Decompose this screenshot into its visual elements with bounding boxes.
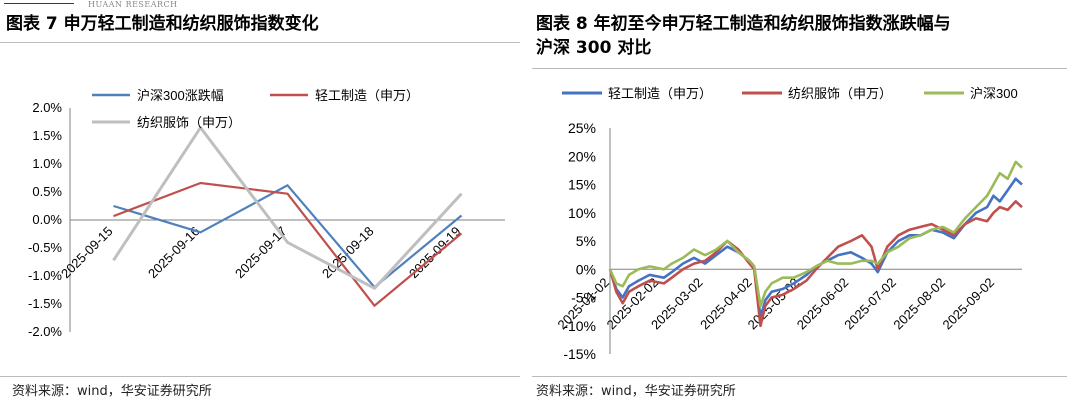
legend-label-2: 纺织服饰（申万） [137,115,241,130]
y-tick-label: 0% [576,261,596,277]
x-tick-label: 2025-07-02 [841,275,899,333]
left-figure-panel: HUAAN RESEARCH 图表 7 申万轻工制造和纺织服饰指数变化 2.0%… [0,0,520,406]
y-tick-label: 1.5% [32,128,62,143]
y-tick-label: 0.0% [32,212,62,227]
legend-label-0: 轻工制造（申万） [608,86,712,101]
figure-8-title-line2: 沪深 300 对比 [536,38,652,58]
legend-label-1: 纺织服饰（申万） [788,86,892,101]
series-line-1 [113,181,463,307]
y-tick-label: 20% [568,148,596,164]
y-tick-label: 10% [568,205,596,221]
legend-label-2: 沪深300 [970,86,1018,101]
x-tick-label: 2025-09-16 [145,224,203,282]
x-tick-label: 2025-08-02 [890,275,948,333]
y-tick-label: 2.0% [32,100,62,115]
series-line-0 [113,184,463,289]
legend-label-1: 轻工制造（申万） [315,88,419,103]
y-tick-label: -5% [571,290,596,306]
legend-label-0: 沪深300涨跌幅 [137,88,224,103]
y-tick-label: -10% [563,318,596,334]
x-tick-label: 2025-09-02 [940,275,998,333]
series-line-2 [112,126,463,290]
series-line-1 [608,200,1023,328]
y-tick-label: -2.0% [28,324,62,339]
series-line-0 [608,177,1023,319]
y-tick-label: 5% [576,233,596,249]
brand-wordmark: HUAAN RESEARCH [88,0,178,9]
brand-accent-line [4,3,74,4]
ytd-change-line-chart: 25%20%15%10%5%0%-5%-10%-15%2025-01-02202… [554,86,1023,362]
y-tick-label: 1.0% [32,156,62,171]
y-tick-label: -1.0% [28,268,62,283]
source-divider [0,376,520,377]
figure-8-title: 图表 8 年初至今申万轻工制造和纺织服饰指数涨跌幅与 沪深 300 对比 [536,12,1061,60]
figure-7-title: 图表 7 申万轻工制造和纺织服饰指数变化 [6,14,319,34]
title-divider [532,68,1067,69]
y-tick-label: -0.5% [28,240,62,255]
title-divider [0,42,520,43]
daily-change-line-chart: 2.0% 1.5% 1.0% 0.5% 0.0% -0.5% -1.0% -1.5% -2.0%… [28,88,505,339]
y-tick-label: 15% [568,177,596,193]
series-line-2 [608,160,1023,308]
source-divider [532,376,1067,377]
y-tick-label: -1.5% [28,296,62,311]
y-tick-label: 0.5% [32,184,62,199]
source-note: 资料来源：wind，华安证券研究所 [536,384,736,399]
figure-8-title-line1: 图表 8 年初至今申万轻工制造和纺织服饰指数涨跌幅与 [536,14,951,34]
y-tick-label: 25% [568,120,596,136]
y-tick-label: -15% [563,346,596,362]
x-tick-label: 2025-09-15 [58,224,116,282]
source-note: 资料来源：wind，华安证券研究所 [12,384,212,399]
right-figure-panel: 图表 8 年初至今申万轻工制造和纺织服饰指数涨跌幅与 沪深 300 对比 25%… [532,0,1067,406]
